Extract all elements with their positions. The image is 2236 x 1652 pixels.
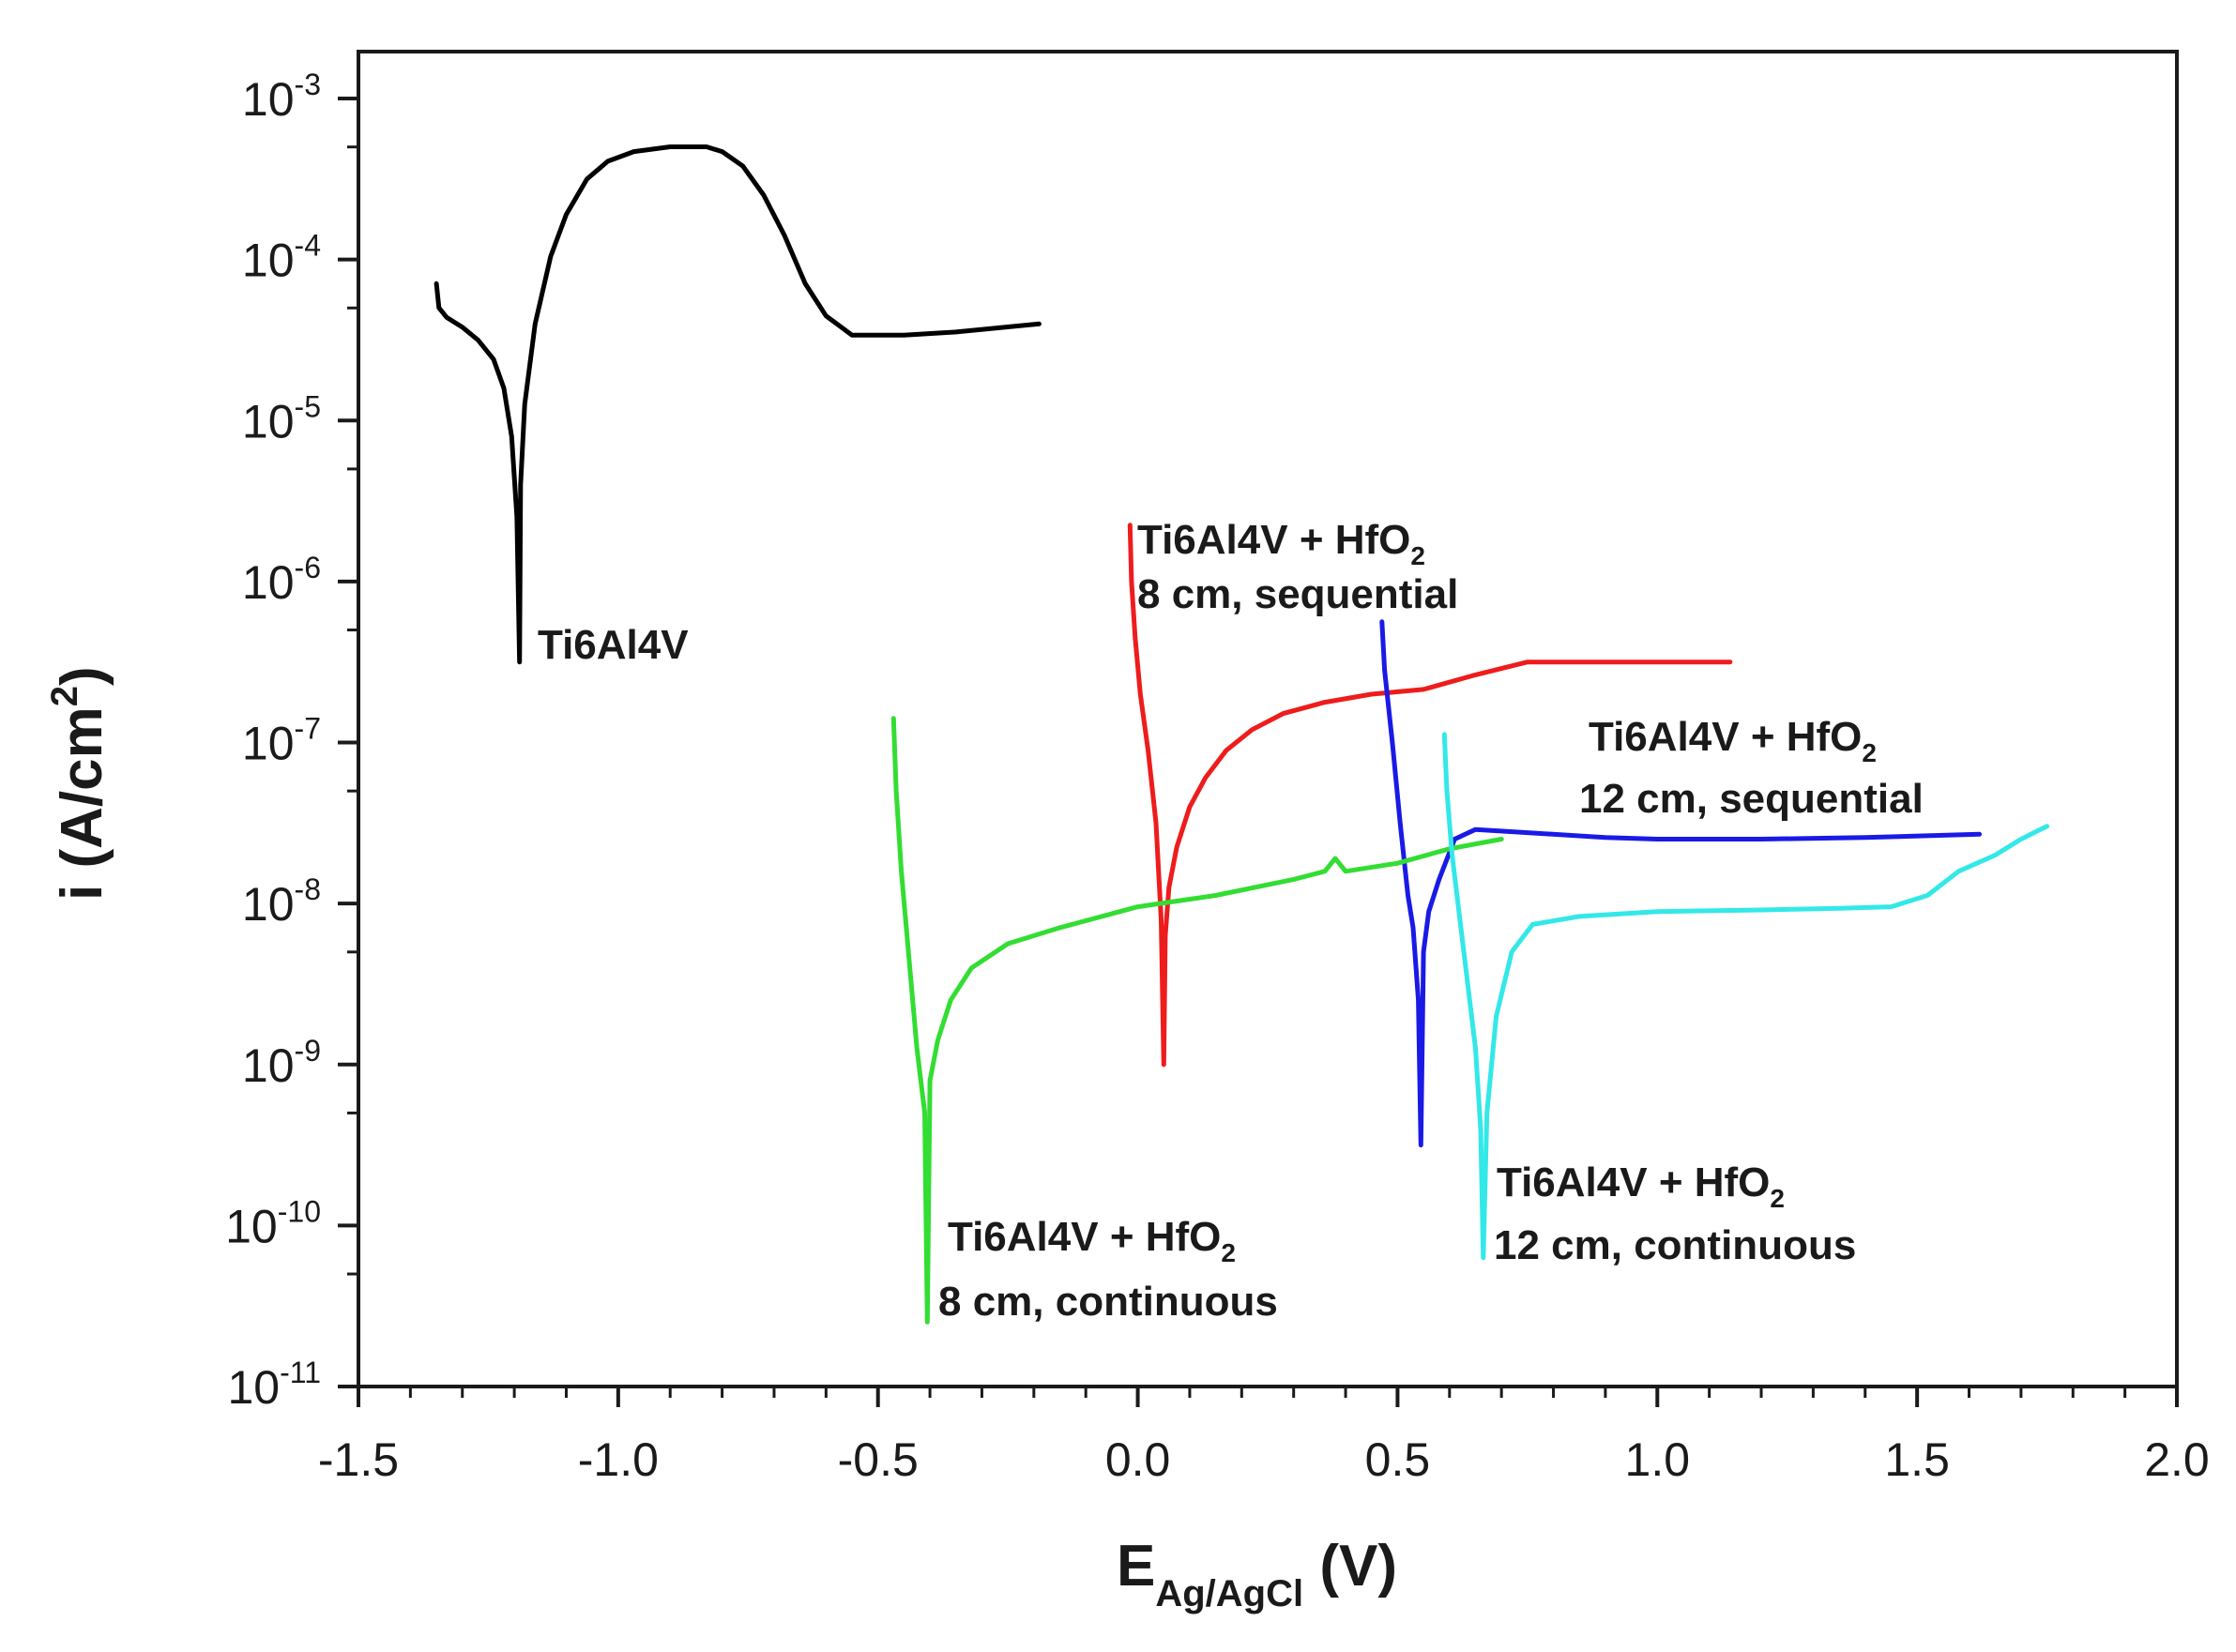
annotation-8cm-continuous: Ti6Al4V + HfO2 bbox=[948, 1214, 1236, 1267]
y-tick-label: 10-9 bbox=[242, 1034, 321, 1092]
x-tick-label: 1.0 bbox=[1625, 1433, 1691, 1486]
y-tick-labels: 10-3 10-4 10-5 10-6 10-7 10-8 10-9 10-10 10-11 bbox=[225, 68, 321, 1414]
annotation-8cm-sequential-line2: 8 cm, sequential bbox=[1137, 571, 1458, 617]
series-line-1 bbox=[1127, 523, 1733, 1068]
x-tick-label: 2.0 bbox=[2144, 1433, 2210, 1486]
series-line-0 bbox=[434, 144, 1042, 665]
data-series bbox=[434, 144, 2050, 1325]
x-tick-label: 0.5 bbox=[1365, 1433, 1431, 1486]
x-tick-label: -0.5 bbox=[838, 1433, 919, 1486]
axis-ticks bbox=[338, 97, 2179, 1407]
y-axis-title: i (A/cm2) bbox=[44, 666, 114, 901]
x-tick-label: 1.5 bbox=[1884, 1433, 1950, 1486]
y-tick-label: 10-10 bbox=[225, 1194, 321, 1252]
series-line-4 bbox=[1441, 732, 2050, 1261]
annotation-8cm-sequential: Ti6Al4V + HfO2 bbox=[1137, 517, 1425, 570]
y-tick-label: 10-11 bbox=[228, 1356, 322, 1414]
x-tick-label: 0.0 bbox=[1105, 1433, 1171, 1486]
y-tick-label: 10-4 bbox=[242, 229, 321, 287]
y-tick-label: 10-5 bbox=[242, 389, 321, 447]
x-tick-label: -1.0 bbox=[578, 1433, 659, 1486]
x-axis-title: EAg/AgCl (V) bbox=[1117, 1534, 1397, 1614]
annotation-12cm-sequential: Ti6Al4V + HfO2 bbox=[1589, 714, 1877, 767]
x-tick-labels: -1.5 -1.0 -0.5 0.0 0.5 1.0 1.5 2.0 bbox=[318, 1433, 2210, 1486]
annotation-12cm-sequential-line2: 12 cm, sequential bbox=[1579, 776, 1924, 822]
annotation-ti6al4v: Ti6Al4V bbox=[538, 622, 689, 668]
plot-frame bbox=[357, 50, 2179, 1388]
series-line-3 bbox=[890, 716, 1504, 1325]
annotation-12cm-continuous-line2: 12 cm, continuous bbox=[1494, 1222, 1856, 1268]
y-tick-label: 10-6 bbox=[242, 551, 321, 609]
series-line-2 bbox=[1379, 619, 1983, 1148]
x-tick-label: -1.5 bbox=[318, 1433, 399, 1486]
y-tick-label: 10-8 bbox=[242, 872, 321, 931]
y-tick-label: 10-3 bbox=[242, 68, 321, 126]
annotation-12cm-continuous: Ti6Al4V + HfO2 bbox=[1497, 1159, 1785, 1213]
y-tick-label: 10-7 bbox=[242, 712, 321, 770]
annotation-8cm-continuous-line2: 8 cm, continuous bbox=[938, 1279, 1278, 1325]
